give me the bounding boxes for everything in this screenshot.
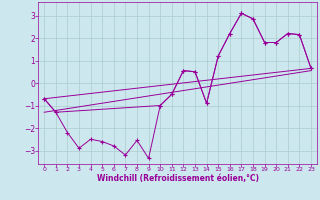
X-axis label: Windchill (Refroidissement éolien,°C): Windchill (Refroidissement éolien,°C) xyxy=(97,174,259,183)
